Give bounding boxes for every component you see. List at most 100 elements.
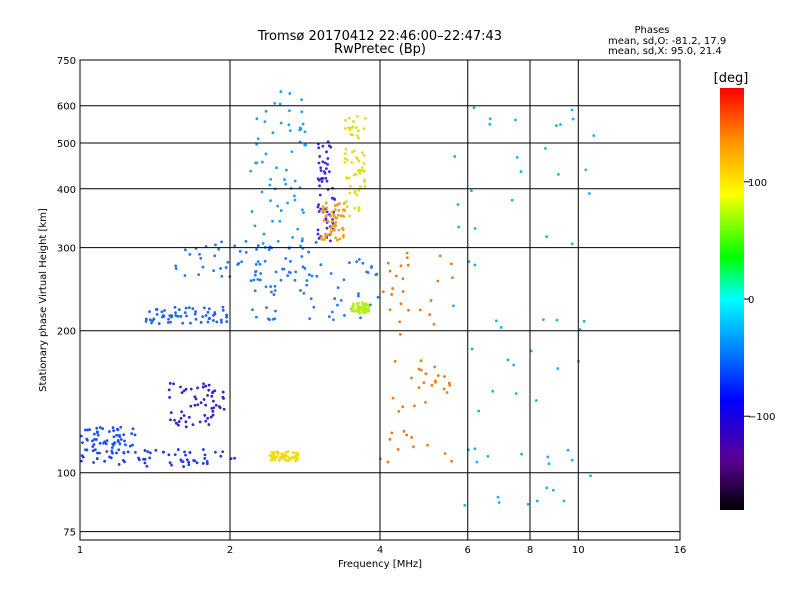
data-point <box>442 387 446 391</box>
data-point <box>317 203 320 207</box>
colorbar-tick-label: 100 <box>748 178 767 189</box>
data-point <box>293 179 297 183</box>
data-point <box>280 452 284 455</box>
data-point <box>488 117 492 121</box>
data-point <box>544 147 547 150</box>
data-point <box>122 433 126 436</box>
data-point <box>333 225 337 228</box>
data-point <box>321 144 325 148</box>
data-point <box>187 415 191 419</box>
data-point <box>202 306 206 310</box>
data-point <box>324 201 328 205</box>
data-point <box>362 169 366 173</box>
data-point <box>370 266 373 269</box>
data-point <box>360 151 364 154</box>
data-point <box>301 265 305 269</box>
data-point <box>144 319 148 323</box>
data-point <box>355 134 359 138</box>
data-point <box>291 456 295 460</box>
data-point <box>391 287 395 290</box>
data-point <box>116 428 120 432</box>
data-point <box>289 260 292 263</box>
data-point <box>182 389 186 393</box>
data-point <box>102 441 105 445</box>
data-point <box>163 309 166 312</box>
data-point <box>271 219 274 223</box>
data-point <box>210 406 214 410</box>
data-point <box>117 440 120 444</box>
data-point <box>410 435 414 439</box>
data-point <box>496 495 500 499</box>
data-point <box>262 232 266 236</box>
data-point <box>189 321 192 325</box>
data-point <box>112 435 116 439</box>
data-point <box>201 265 205 269</box>
data-point <box>279 90 283 93</box>
data-point <box>355 260 359 264</box>
data-point <box>185 314 188 318</box>
data-point <box>268 453 272 457</box>
data-point <box>181 460 185 464</box>
data-point <box>347 126 351 129</box>
data-point <box>486 454 490 458</box>
data-point <box>148 318 152 322</box>
data-point <box>321 160 325 164</box>
data-point <box>196 386 199 390</box>
data-point <box>356 306 360 310</box>
data-point <box>276 450 280 454</box>
data-point <box>273 289 277 292</box>
data-point <box>344 147 348 151</box>
data-point <box>322 218 326 222</box>
data-point <box>584 168 588 172</box>
data-point <box>338 237 342 241</box>
data-point <box>570 458 574 462</box>
data-point <box>274 270 278 274</box>
data-point <box>388 437 392 441</box>
data-point <box>308 317 312 321</box>
data-point <box>92 461 95 464</box>
data-point <box>330 224 334 228</box>
data-point <box>194 397 198 401</box>
data-point <box>317 178 321 182</box>
data-point <box>174 314 178 317</box>
data-point <box>326 233 330 236</box>
data-point <box>398 320 402 324</box>
data-point <box>324 176 328 180</box>
data-point <box>475 460 479 464</box>
data-point <box>546 455 550 459</box>
data-point <box>545 486 549 490</box>
data-point <box>293 278 297 282</box>
data-point <box>582 319 586 323</box>
data-point <box>343 160 347 164</box>
data-point <box>388 269 392 273</box>
data-point <box>204 384 208 388</box>
data-point <box>295 452 299 456</box>
data-point <box>201 315 205 319</box>
data-point <box>206 393 209 397</box>
x-tick-label: 6 <box>465 545 471 556</box>
data-point <box>225 313 228 317</box>
data-point <box>173 453 177 457</box>
data-point <box>305 283 309 287</box>
data-point <box>359 316 362 320</box>
data-point <box>358 185 362 188</box>
data-point <box>556 172 560 176</box>
data-point <box>179 314 183 318</box>
y-tick-label: 200 <box>57 327 76 338</box>
data-point <box>130 432 134 436</box>
data-point <box>356 169 360 173</box>
data-point <box>85 438 89 442</box>
data-point <box>358 308 362 312</box>
data-point <box>294 459 297 463</box>
data-point <box>187 463 191 467</box>
data-point <box>300 98 304 102</box>
data-point <box>315 274 319 278</box>
data-point <box>344 200 348 203</box>
data-point <box>551 488 555 492</box>
data-point <box>388 308 392 312</box>
data-point <box>445 391 449 394</box>
data-point <box>294 270 298 274</box>
data-point <box>323 161 327 165</box>
data-point <box>189 404 193 408</box>
data-point <box>344 118 347 122</box>
